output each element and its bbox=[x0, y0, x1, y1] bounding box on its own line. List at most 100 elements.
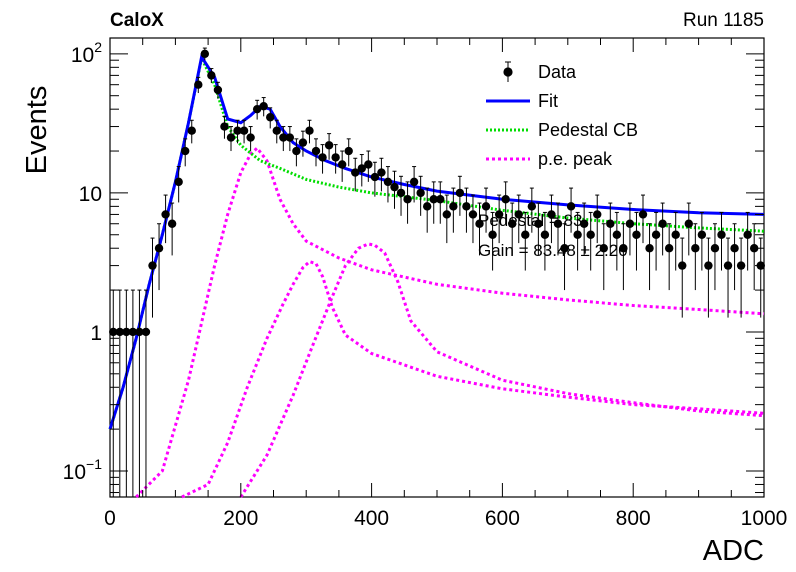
series-p-e-peak-2 bbox=[181, 260, 765, 499]
data-point bbox=[246, 126, 255, 152]
data-point bbox=[632, 211, 641, 271]
legend-label: Pedestal CB bbox=[538, 120, 638, 140]
data-point bbox=[292, 138, 301, 167]
legend: Data Fit Pedestal CB p.e. peak bbox=[486, 61, 638, 169]
data-point bbox=[279, 126, 288, 152]
data-point bbox=[390, 170, 399, 209]
data-point bbox=[337, 150, 347, 182]
data-point bbox=[540, 211, 550, 271]
data-point bbox=[462, 187, 471, 233]
data-point bbox=[573, 211, 582, 271]
data-point bbox=[436, 181, 445, 224]
data-point bbox=[167, 202, 177, 256]
brand-label: CaloX bbox=[110, 10, 164, 31]
data-point bbox=[710, 223, 720, 291]
data-point bbox=[704, 237, 713, 318]
y-axis-title: Events bbox=[21, 86, 53, 175]
data-point bbox=[455, 175, 465, 216]
data-point bbox=[730, 223, 739, 291]
run-label: Run 1185 bbox=[683, 10, 764, 31]
data-point bbox=[141, 289, 151, 497]
annotation-1: Pedestal = 83 bbox=[478, 211, 582, 230]
data-point bbox=[233, 119, 242, 144]
data-point bbox=[494, 194, 504, 244]
annotation-2: Gain = 83.48 ± 2.20 bbox=[478, 241, 628, 260]
data-point bbox=[723, 237, 733, 318]
x-tick-label: 1000 bbox=[741, 507, 788, 530]
data-point bbox=[266, 107, 275, 129]
y-tick-label: 1 bbox=[90, 322, 102, 345]
data-point bbox=[161, 194, 170, 244]
data-point bbox=[311, 138, 321, 167]
data-point bbox=[305, 119, 314, 144]
data-point bbox=[226, 126, 236, 152]
series-pedestal-cb bbox=[108, 53, 765, 430]
data-point bbox=[508, 202, 517, 256]
plot-frame bbox=[109, 37, 765, 498]
data-point bbox=[606, 202, 615, 256]
x-tick-label: 800 bbox=[616, 507, 651, 530]
data-point bbox=[449, 187, 458, 233]
data-point bbox=[586, 211, 595, 271]
data-point bbox=[357, 154, 366, 187]
fit-curves bbox=[108, 52, 765, 499]
data-point bbox=[651, 211, 661, 271]
data-point bbox=[324, 133, 334, 160]
data-point bbox=[403, 181, 412, 224]
data-point bbox=[527, 187, 537, 233]
data-point bbox=[475, 202, 484, 256]
data-point bbox=[370, 161, 380, 197]
x-axis-title: ADC bbox=[703, 535, 764, 567]
data-point bbox=[272, 119, 281, 144]
data-point bbox=[566, 187, 576, 233]
data-point bbox=[625, 202, 635, 256]
series-fit bbox=[108, 52, 765, 430]
data-point bbox=[351, 157, 360, 192]
data-point bbox=[416, 175, 425, 216]
data-point bbox=[409, 166, 419, 203]
data-point bbox=[743, 211, 752, 271]
data-point bbox=[207, 68, 216, 84]
data-point bbox=[468, 194, 478, 244]
data-point bbox=[148, 237, 157, 318]
x-tick-label: 200 bbox=[223, 507, 258, 530]
data-point bbox=[671, 211, 680, 271]
data-point bbox=[514, 194, 523, 244]
x-tick-label: 600 bbox=[485, 507, 520, 530]
data-point bbox=[422, 187, 432, 233]
data-point bbox=[252, 99, 262, 120]
data-point bbox=[187, 119, 196, 144]
data-point bbox=[553, 202, 563, 256]
data-point bbox=[599, 223, 608, 291]
data-point bbox=[521, 211, 530, 271]
legend-entry-pedestal-cb: Pedestal CB bbox=[486, 120, 638, 140]
axis-ticks: 0 200 400 600 800 1000 10−1 1 10 102 bbox=[63, 38, 788, 530]
data-point bbox=[285, 126, 295, 152]
data-point bbox=[259, 97, 268, 117]
data-point bbox=[645, 223, 654, 291]
data-point bbox=[619, 223, 628, 291]
legend-label: Data bbox=[538, 62, 577, 82]
data-point bbox=[678, 237, 687, 318]
data-point bbox=[534, 202, 543, 256]
data-point bbox=[220, 115, 229, 139]
data-point bbox=[736, 237, 746, 318]
data-point bbox=[579, 202, 589, 256]
data-point bbox=[612, 211, 622, 271]
data-point bbox=[181, 138, 190, 167]
data-point bbox=[481, 187, 491, 233]
data-point bbox=[298, 130, 308, 157]
legend-entry-p-e-peak: p.e. peak bbox=[486, 149, 613, 169]
data-point bbox=[115, 289, 125, 497]
data-point bbox=[697, 211, 707, 271]
y-tick-label: 10 bbox=[79, 183, 102, 206]
data-point bbox=[200, 47, 210, 61]
y-tick-label: 10−1 bbox=[63, 456, 103, 484]
data-point bbox=[593, 194, 602, 244]
series-p-e-peak-3 bbox=[239, 242, 765, 498]
data-point bbox=[442, 194, 452, 244]
legend-entry-fit: Fit bbox=[486, 91, 558, 111]
data-point bbox=[658, 202, 667, 256]
data-point bbox=[154, 223, 164, 291]
data-point bbox=[691, 223, 700, 291]
